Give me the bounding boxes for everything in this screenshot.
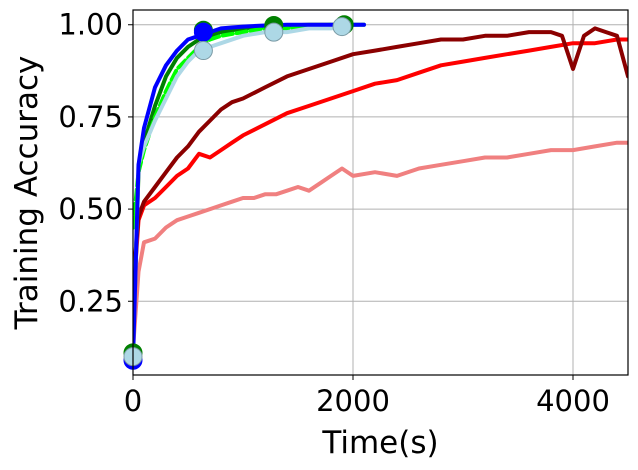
y-axis-label: Training Accuracy	[9, 56, 45, 331]
x-tick-label: 4000	[536, 384, 610, 418]
series-line-3	[133, 26, 628, 285]
y-tick-label: 0.50	[58, 192, 123, 226]
x-axis-label: Time(s)	[321, 425, 438, 461]
plot-frame	[132, 9, 629, 376]
series-lines	[133, 22, 628, 363]
series-marker	[193, 22, 213, 42]
series-marker	[264, 22, 284, 42]
series-line-1	[133, 140, 628, 352]
y-tick-label: 1.00	[58, 8, 123, 42]
y-tick-label: 0.75	[58, 100, 123, 134]
y-tick-label: 0.25	[58, 284, 123, 318]
x-ticks: 0 2000 4000	[124, 375, 610, 418]
x-tick-label: 2000	[316, 384, 390, 418]
series-marker	[193, 41, 213, 61]
series-marker	[332, 17, 352, 37]
series-line-2	[133, 37, 628, 304]
grid	[132, 10, 628, 375]
series-line-4	[133, 22, 366, 355]
x-tick-label: 0	[124, 384, 142, 418]
y-ticks: 0.25 0.50 0.75 1.00	[58, 8, 133, 318]
